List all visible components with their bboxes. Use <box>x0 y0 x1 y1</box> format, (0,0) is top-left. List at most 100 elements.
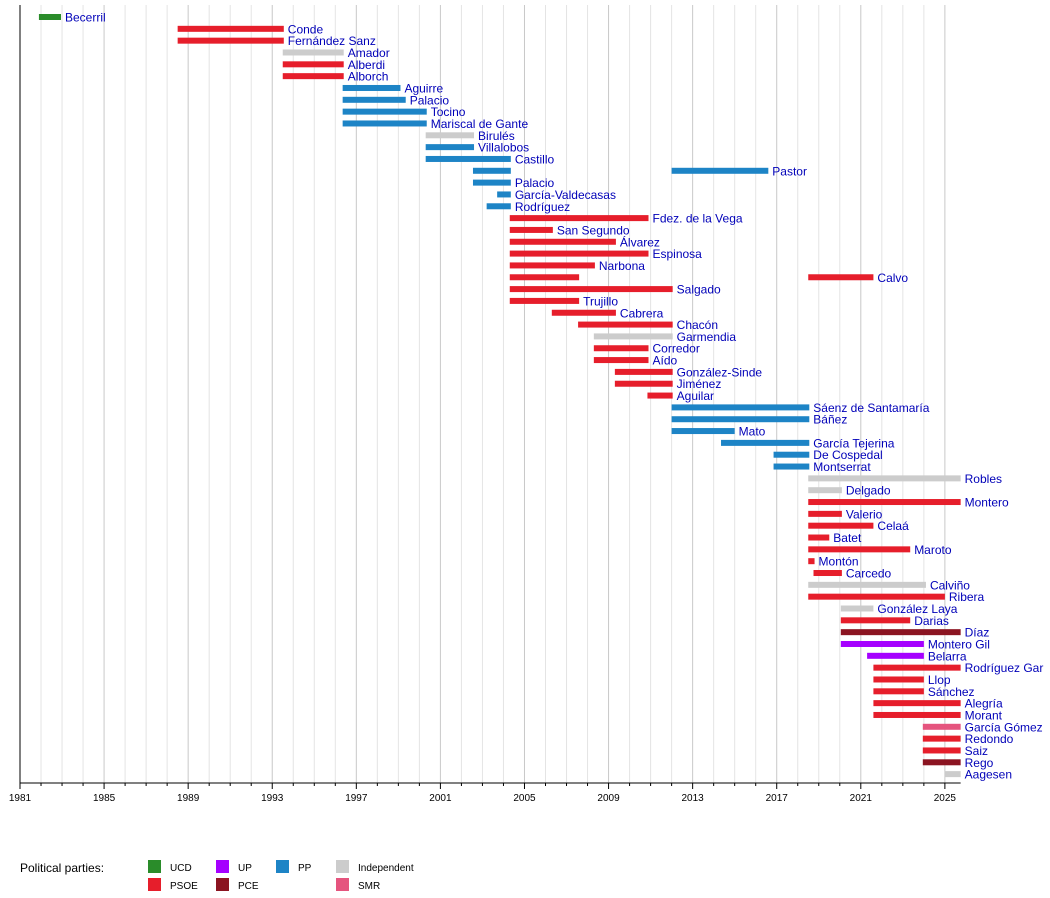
legend-swatch-ucd <box>148 860 161 873</box>
row-label: Batet <box>833 531 862 545</box>
row-label: Narbona <box>599 259 645 273</box>
bar-psoe <box>509 297 580 304</box>
bar-pp <box>773 451 810 458</box>
legend-swatch-pp <box>276 860 289 873</box>
row-label: Chacón <box>677 318 718 332</box>
row-label: Rodríguez Gar <box>965 661 1044 675</box>
row-label: Fdez. de la Vega <box>652 212 742 226</box>
bar-psoe <box>808 593 945 600</box>
row-label: Fernández Sanz <box>288 34 376 48</box>
bar-pp <box>773 463 810 470</box>
row-label: Trujillo <box>583 294 618 308</box>
bar-pp <box>497 191 511 198</box>
bar-ind <box>808 581 926 588</box>
bar-smr <box>922 723 961 730</box>
row-label: Espinosa <box>652 247 702 261</box>
row-label: Calvo <box>877 271 908 285</box>
row-label: Salgado <box>677 283 721 297</box>
row-label: Palacio <box>515 176 555 190</box>
row-label: Báñez <box>813 413 847 427</box>
bar-ind <box>840 605 874 612</box>
bar-up <box>840 640 924 647</box>
bar-psoe <box>808 274 874 281</box>
row-label: Robles <box>965 472 1002 486</box>
row-label: Villalobos <box>478 141 529 155</box>
row-label: Sáenz de Santamaría <box>813 401 929 415</box>
bar-psoe <box>647 392 673 399</box>
bar-psoe <box>813 570 842 577</box>
bar-psoe <box>808 510 842 517</box>
bar-pp <box>671 167 769 174</box>
row-label: Becerril <box>65 11 106 25</box>
legend-swatch-up <box>216 860 229 873</box>
bar-psoe <box>873 700 961 707</box>
bar-pce <box>922 759 961 766</box>
row-label: Redondo <box>965 732 1014 746</box>
row-label: Morant <box>965 708 1003 722</box>
legend-label-pce: PCE <box>238 881 259 892</box>
bar-psoe <box>873 664 961 671</box>
bar-psoe <box>808 534 830 541</box>
row-label: Montón <box>819 555 859 569</box>
row-label: Corredor <box>652 342 699 356</box>
bar-up <box>867 652 924 659</box>
row-label: Sánchez <box>928 685 975 699</box>
row-label: Alborch <box>348 70 389 84</box>
bar-psoe <box>509 226 553 233</box>
legend-title: Political parties: <box>20 861 104 875</box>
bar-pp <box>671 404 810 411</box>
bar-psoe <box>614 368 673 375</box>
bar-pp <box>425 144 475 151</box>
row-label: Rodríguez <box>515 200 570 214</box>
bar-psoe <box>922 735 961 742</box>
x-tick-label: 2025 <box>934 793 957 804</box>
row-label: Llop <box>928 673 951 687</box>
legend-swatch-psoe <box>148 878 161 891</box>
legend-label-psoe: PSOE <box>170 881 198 892</box>
row-label: García-Valdecasas <box>515 188 616 202</box>
bar-ind <box>425 132 475 139</box>
bar-pp <box>486 203 511 210</box>
row-label: Carcedo <box>846 567 892 581</box>
row-label: Maroto <box>914 543 952 557</box>
row-label: San Segundo <box>557 223 630 237</box>
row-label: Montserrat <box>813 460 871 474</box>
bar-psoe <box>593 345 649 352</box>
row-label: Amador <box>348 46 390 60</box>
row-label: Jiménez <box>677 377 722 391</box>
row-label: Valerio <box>846 507 883 521</box>
bar-psoe <box>808 522 874 529</box>
bar-ind <box>808 475 961 482</box>
bar-psoe <box>509 274 580 281</box>
row-label: Álvarez <box>620 234 660 249</box>
x-tick-label: 2017 <box>766 793 789 804</box>
bar-pp <box>342 108 427 115</box>
row-label: Celaá <box>877 519 909 533</box>
bar-pp <box>671 416 810 423</box>
bar-pp <box>342 84 401 91</box>
row-label: Aído <box>652 354 677 368</box>
x-tick-label: 1989 <box>177 793 200 804</box>
bar-pp <box>472 167 511 174</box>
bar-psoe <box>593 357 649 364</box>
x-tick-label: 2013 <box>682 793 705 804</box>
bar-psoe <box>177 37 284 44</box>
bar-psoe <box>282 61 344 68</box>
bar-pp <box>425 155 511 162</box>
bar-psoe <box>808 558 815 565</box>
bar-ind <box>808 487 842 494</box>
x-tick-label: 1997 <box>345 793 368 804</box>
row-label: Mariscal de Gante <box>431 117 529 131</box>
row-label: Darias <box>914 614 949 628</box>
bar-ind <box>593 333 673 340</box>
row-label: Ribera <box>949 590 985 604</box>
legend-swatch-ind <box>336 860 349 873</box>
x-tick-label: 2009 <box>597 793 620 804</box>
bar-psoe <box>873 676 924 683</box>
legend-swatch-pce <box>216 878 229 891</box>
bar-pp <box>671 428 735 435</box>
bar-ind <box>282 49 344 56</box>
row-label: Aguirre <box>404 81 443 95</box>
row-label: Aagesen <box>965 768 1012 782</box>
